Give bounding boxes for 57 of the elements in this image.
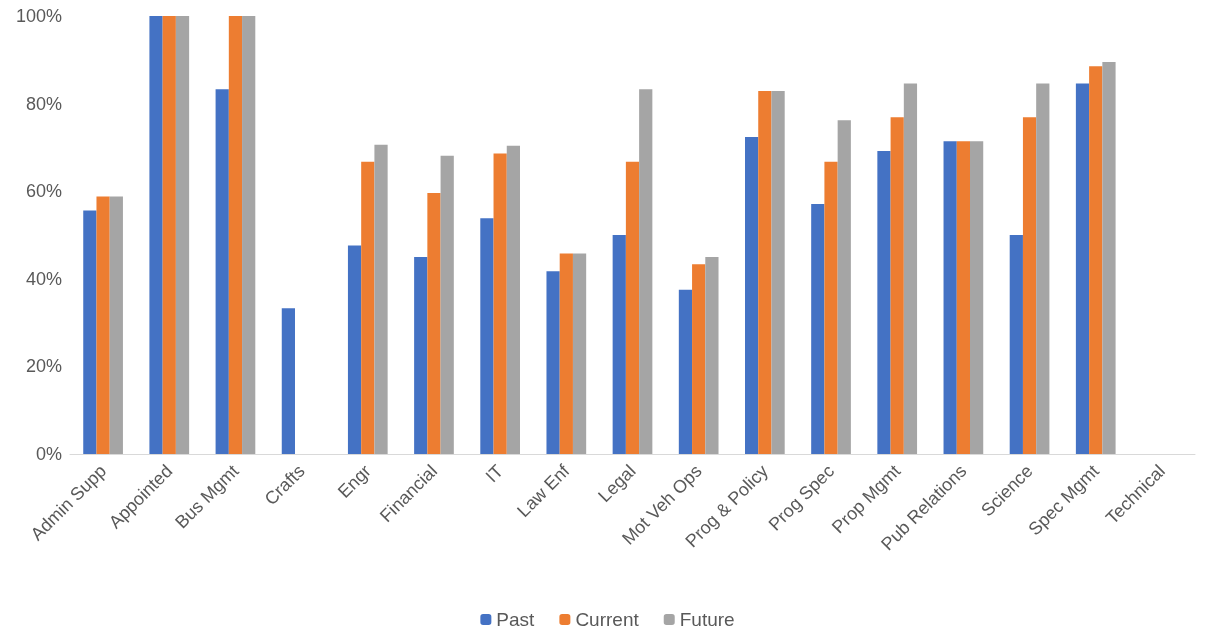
bar bbox=[1075, 83, 1090, 454]
bar bbox=[705, 256, 719, 454]
bar bbox=[162, 16, 176, 454]
bar bbox=[1009, 235, 1023, 454]
bar bbox=[612, 235, 626, 454]
bar bbox=[956, 141, 970, 454]
bar bbox=[678, 289, 693, 454]
y-tick-label: 40% bbox=[25, 268, 62, 289]
bar bbox=[1102, 61, 1116, 454]
bar bbox=[903, 83, 918, 454]
y-tick-label: 0% bbox=[35, 444, 62, 464]
bar bbox=[215, 89, 229, 454]
bar bbox=[149, 16, 163, 454]
bar bbox=[1036, 83, 1050, 454]
bar bbox=[572, 253, 587, 454]
bar bbox=[546, 271, 560, 454]
bar bbox=[639, 89, 653, 454]
bar bbox=[96, 196, 110, 454]
y-tick-label: 80% bbox=[25, 93, 62, 114]
bar bbox=[493, 153, 507, 454]
bar bbox=[877, 150, 891, 454]
bar bbox=[559, 253, 573, 454]
y-tick-label: 60% bbox=[25, 181, 62, 202]
legend-label: Past bbox=[496, 609, 536, 630]
legend-label: Future bbox=[679, 609, 735, 630]
bar bbox=[427, 192, 441, 454]
bar bbox=[745, 136, 759, 454]
bar bbox=[440, 155, 454, 454]
bar bbox=[1089, 66, 1103, 454]
bar bbox=[692, 264, 706, 454]
bar bbox=[361, 161, 375, 454]
y-tick-label: 100% bbox=[15, 6, 62, 26]
bar bbox=[228, 16, 243, 454]
bar bbox=[943, 141, 957, 454]
bar bbox=[970, 141, 984, 454]
bar bbox=[414, 256, 428, 454]
y-tick-label: 20% bbox=[25, 356, 62, 377]
bar bbox=[281, 308, 295, 454]
bar bbox=[771, 90, 785, 454]
bar bbox=[837, 120, 851, 454]
bar bbox=[1022, 117, 1037, 454]
bar bbox=[758, 90, 772, 454]
legend-label: Current bbox=[575, 609, 640, 630]
bar bbox=[480, 218, 494, 454]
bar bbox=[83, 210, 97, 454]
bar bbox=[890, 117, 904, 454]
bar bbox=[109, 196, 123, 454]
bar bbox=[824, 161, 838, 454]
bar bbox=[175, 16, 190, 454]
x-tick-label: IT bbox=[481, 460, 508, 487]
bar bbox=[374, 144, 388, 454]
bar bbox=[811, 203, 825, 454]
bar bbox=[506, 145, 520, 454]
bar bbox=[625, 161, 640, 454]
bar bbox=[242, 16, 256, 454]
x-tick-label: Law Enf bbox=[513, 460, 575, 522]
bar bbox=[347, 245, 362, 454]
